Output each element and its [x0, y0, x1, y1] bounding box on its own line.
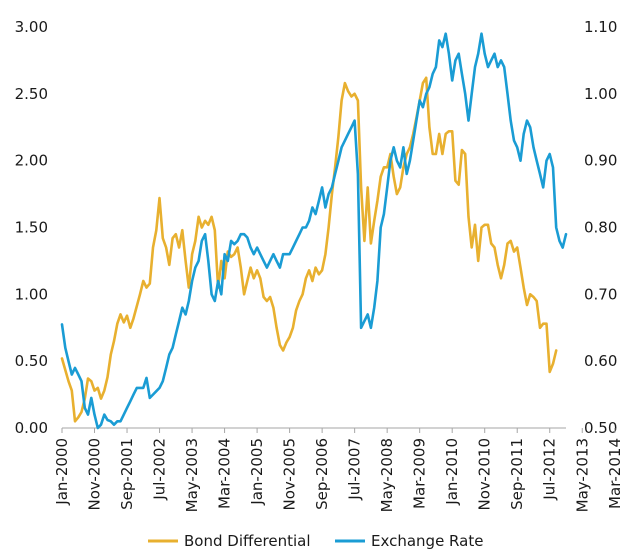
x-tick-label: Jul-2007 — [346, 438, 364, 501]
x-tick-label: Jan-2010 — [443, 438, 461, 506]
y-tick-label-left: 0.00 — [15, 419, 48, 437]
series-line-bond-differential — [60, 76, 558, 423]
x-tick-label: Sep-2011 — [508, 438, 526, 510]
y-tick-label-right: 1.10 — [584, 18, 617, 36]
y-tick-label-right: 1.00 — [584, 85, 617, 103]
y-tick-label-right: 0.80 — [584, 219, 617, 237]
legend-label-bond-differential: Bond Differential — [184, 532, 311, 550]
x-tick-label: Sep-2001 — [118, 438, 136, 510]
y-tick-label-left: 1.00 — [15, 285, 48, 303]
y-tick-label-left: 2.00 — [15, 152, 48, 170]
x-tick-label: May-2008 — [378, 438, 396, 512]
x-tick-label: Mar-2014 — [606, 438, 624, 509]
y-tick-label-right: 0.60 — [584, 352, 617, 370]
y-tick-label-right: 0.90 — [584, 152, 617, 170]
y-tick-label-right: 0.50 — [584, 419, 617, 437]
y-tick-label-left: 2.50 — [15, 85, 48, 103]
x-tick-label: Mar-2009 — [411, 438, 429, 509]
x-tick-label: Jul-2002 — [151, 438, 169, 501]
y-tick-label-left: 0.50 — [15, 352, 48, 370]
x-tick-label: Jul-2012 — [541, 438, 559, 501]
legend-label-exchange-rate: Exchange Rate — [371, 532, 483, 550]
series-line-exchange-rate — [60, 32, 568, 430]
y-tick-label-left: 1.50 — [15, 219, 48, 237]
x-tick-label: May-2013 — [573, 438, 591, 512]
x-tick-label: Nov-2005 — [281, 438, 299, 510]
x-tick-label: Jan-2000 — [53, 438, 71, 506]
x-tick-label: Nov-2010 — [476, 438, 494, 510]
x-tick-label: Jan-2005 — [248, 438, 266, 506]
x-tick-label: Nov-2000 — [86, 438, 104, 510]
x-tick-label: Mar-2004 — [216, 438, 234, 509]
x-tick-label: May-2003 — [183, 438, 201, 512]
y-tick-label-left: 3.00 — [15, 18, 48, 36]
y-tick-label-right: 0.70 — [584, 285, 617, 303]
x-tick-label: Sep-2006 — [313, 438, 331, 510]
